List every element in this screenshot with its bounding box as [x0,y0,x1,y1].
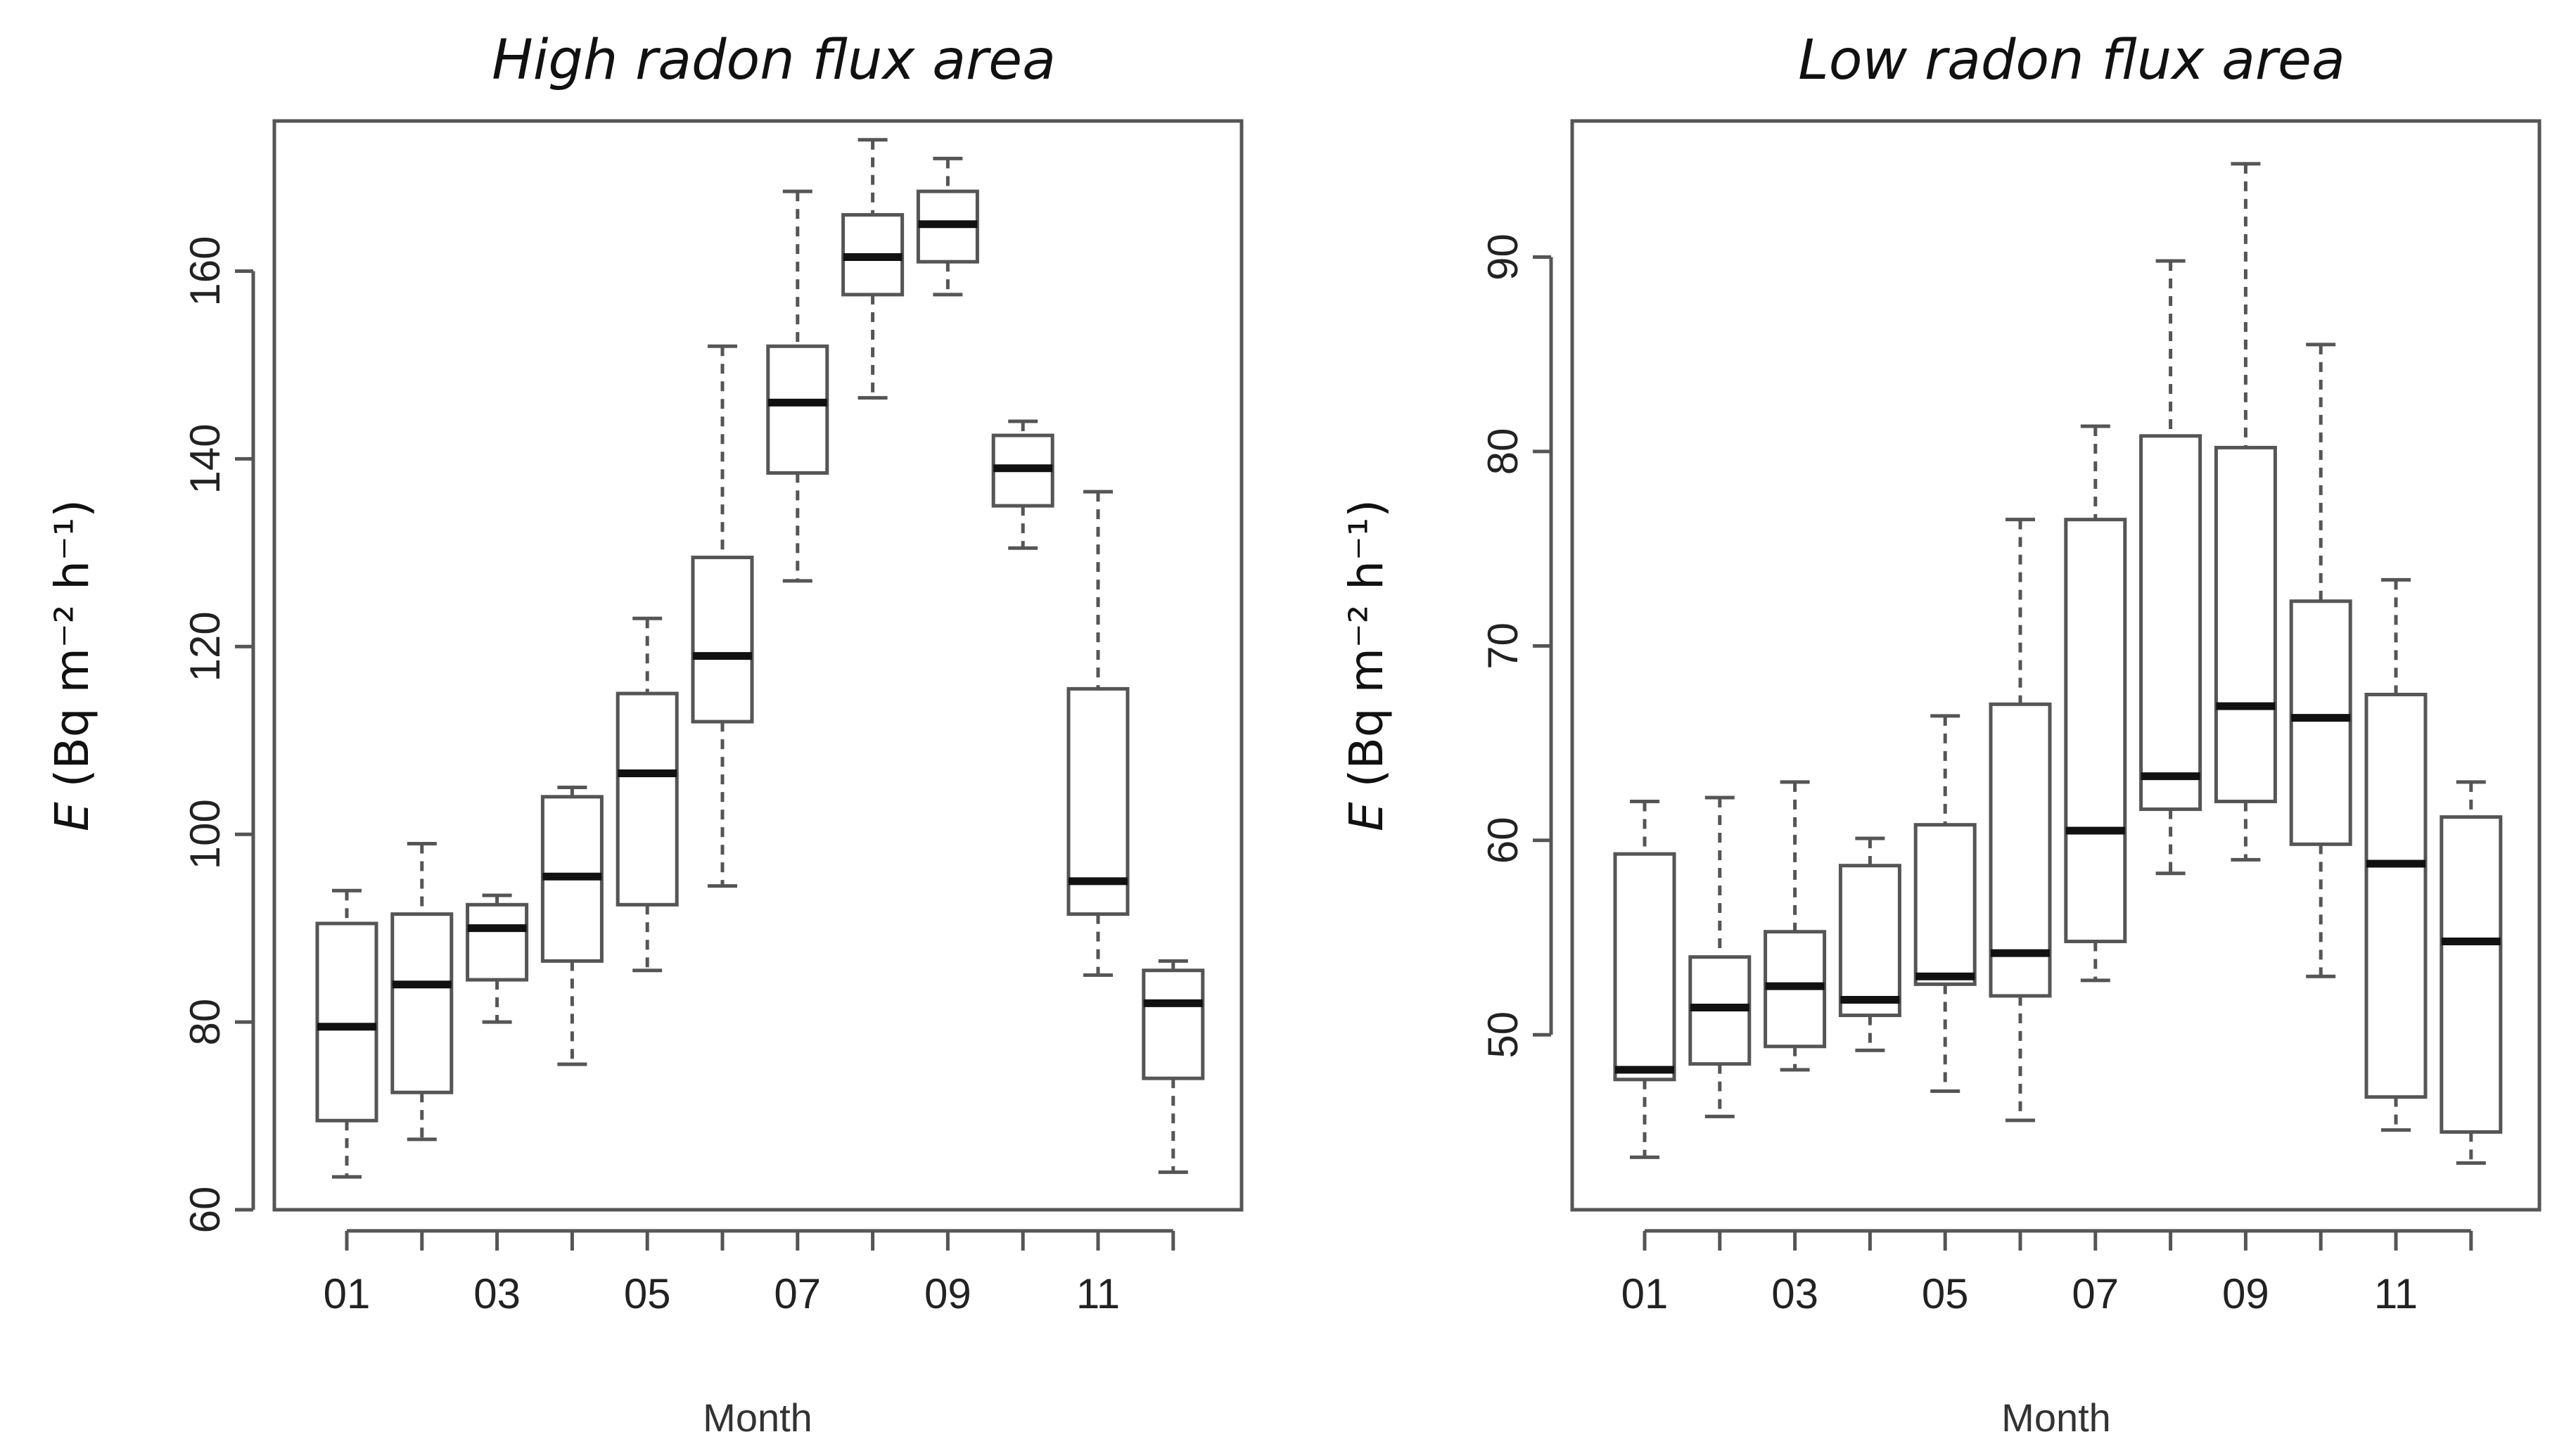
y-tick-label: 160 [181,236,229,306]
box-month-12 [1142,959,1205,1175]
y-tick-label: 80 [1479,428,1526,475]
x-tick-label: 05 [1922,1270,1969,1317]
box-series [315,138,1205,1179]
iqr-box [2139,434,2202,812]
box-month-12 [2440,780,2503,1165]
box-month-08 [2139,259,2202,876]
box-month-03 [1764,780,1827,1072]
x-axis: 01 03 05 07 09 11 [1621,1229,2473,1317]
box-month-09 [916,156,979,297]
box-month-05 [1913,714,1977,1093]
iqr-box [2214,445,2277,804]
panel-low-radon: Low radon flux area Month E (Bq m⁻² h⁻¹)… [1339,29,2542,1440]
iqr-box [691,556,754,724]
y-axis: 60 80 100 120 140 160 [181,236,255,1234]
panel-high-radon: High radon flux area Month E (Bq m⁻² h⁻¹… [45,29,1244,1440]
x-axis: 01 03 05 07 09 11 [324,1229,1175,1317]
x-tick-label: 03 [473,1270,521,1317]
box-month-03 [466,893,529,1024]
x-tick-label: 05 [624,1270,671,1317]
y-tick-label: 140 [181,423,229,494]
plot-frame [1570,119,2542,1212]
iqr-box [2064,518,2127,944]
y-tick-label: 50 [1479,1011,1526,1059]
box-month-06 [691,344,754,888]
iqr-box [466,902,529,982]
plot-frame [272,119,1244,1212]
box-month-07 [766,189,829,583]
box-month-08 [841,138,905,400]
x-tick-label: 09 [2222,1270,2269,1317]
x-tick-label: 11 [1076,1270,1120,1317]
box-month-11 [2364,577,2428,1132]
x-tick-label: 07 [2072,1270,2119,1317]
y-tick-label: 60 [181,1187,229,1234]
y-axis-label: E (Bq m⁻² h⁻¹) [45,499,99,831]
box-month-01 [315,888,378,1179]
box-month-05 [616,616,679,973]
box-month-02 [1688,795,1752,1118]
x-axis-label: Month [703,1395,812,1440]
box-month-11 [1066,490,1130,977]
iqr-box [1066,686,1130,916]
iqr-box [390,912,454,1094]
x-tick-label: 07 [774,1270,821,1317]
box-month-06 [1989,518,2052,1123]
box-month-10 [991,419,1054,550]
box-month-10 [2289,343,2352,978]
y-axis-label-units: (Bq m⁻² h⁻¹) [45,499,99,787]
y-tick-label: 90 [1479,234,1526,281]
x-tick-label: 09 [924,1270,971,1317]
y-tick-label: 100 [181,799,229,869]
y-tick-label: 60 [1479,817,1526,864]
x-tick-label: 01 [1621,1270,1669,1317]
x-tick-label: 11 [2374,1270,2418,1317]
y-tick-label: 80 [181,999,229,1046]
iqr-box [1838,864,1901,1018]
y-axis-label: E (Bq m⁻² h⁻¹) [1339,499,1394,831]
box-month-04 [1838,836,1901,1052]
chart-title: High radon flux area [492,29,1056,92]
iqr-box [2364,692,2428,1099]
iqr-box [766,344,829,475]
y-tick-label: 120 [181,611,229,682]
iqr-box [616,691,679,907]
x-axis-label: Month [2001,1395,2111,1440]
y-axis-label-units: (Bq m⁻² h⁻¹) [1339,499,1394,787]
chart-title: Low radon flux area [1798,29,2345,92]
y-axis-label-symbol: E [1339,802,1394,831]
iqr-box [1613,852,1676,1082]
y-tick-label: 70 [1479,622,1526,670]
iqr-box [1142,969,1205,1080]
box-month-01 [1613,800,1676,1159]
iqr-box [315,921,378,1123]
box-series [1613,162,2503,1165]
y-axis-label-symbol: E [45,802,99,831]
iqr-box [1989,702,2052,998]
box-month-02 [390,842,454,1142]
iqr-box [2440,815,2503,1134]
box-month-07 [2064,424,2127,983]
iqr-box [2289,599,2352,846]
x-tick-label: 01 [324,1270,371,1317]
iqr-box [1913,823,1977,986]
y-axis: 50 60 70 80 90 [1479,234,1553,1059]
box-month-04 [540,785,604,1066]
x-tick-label: 03 [1771,1270,1818,1317]
box-month-09 [2214,162,2277,862]
